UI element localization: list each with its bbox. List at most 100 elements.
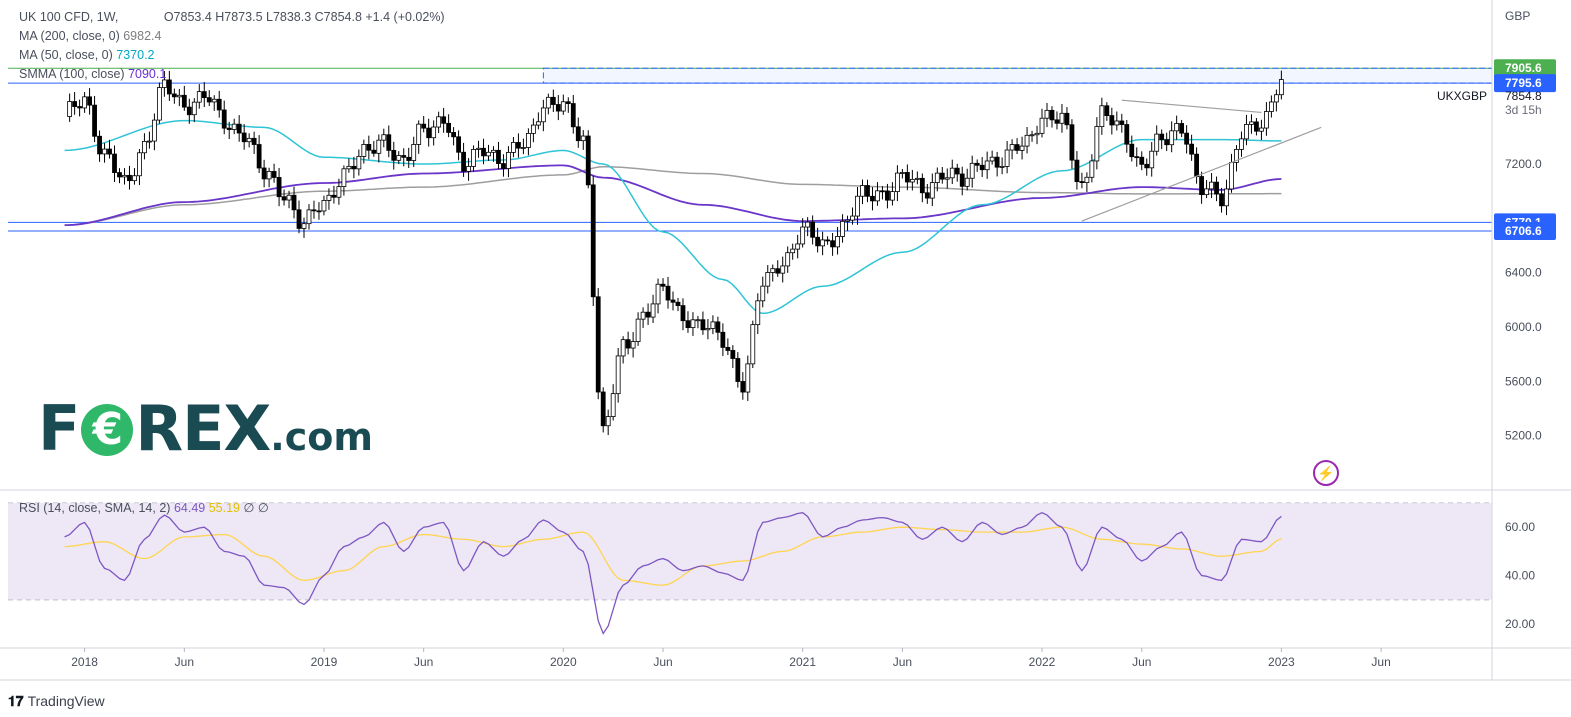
candle-body: [396, 155, 402, 161]
candle-body: [97, 135, 102, 155]
x-tick-label: Jun: [175, 655, 194, 669]
candle-body: [1124, 124, 1130, 145]
candle-body: [680, 305, 686, 322]
candle-body: [441, 116, 447, 124]
tradingview-footer[interactable]: 𝟏𝟕 TradingView: [8, 693, 105, 710]
candle-body: [166, 79, 172, 95]
candle-body: [1169, 130, 1175, 146]
candle-body: [540, 107, 546, 123]
candle-body: [969, 162, 975, 179]
candle-body: [1089, 160, 1095, 178]
price-tag: [1494, 222, 1556, 241]
logo-text-post: REX: [135, 392, 271, 465]
candle-body: [336, 186, 342, 198]
x-tick-label: 2019: [311, 655, 338, 669]
rsi-label: RSI (14, close, SMA, 14, 2): [19, 501, 171, 515]
candle-body: [301, 223, 307, 229]
candle-body: [1119, 120, 1125, 125]
axes: 5200.0 5600.0 6000.0 6400.0 7200.0 2018 Jun 201…: [0, 0, 1571, 681]
candle-body: [82, 96, 87, 109]
rsi-band: [8, 503, 1492, 600]
candle-body: [256, 144, 262, 169]
candle-body: [700, 319, 706, 331]
candle-body: [326, 194, 332, 201]
smma-label: SMMA (100, close): [19, 67, 125, 81]
rsi-y-tick-label: 60.00: [1505, 520, 1535, 534]
candle-body: [840, 220, 845, 237]
candle-body: [496, 149, 501, 164]
x-tick-label: Jun: [414, 655, 433, 669]
rsi-line: [64, 511, 1282, 635]
candle-body: [481, 147, 486, 157]
candle-body: [261, 167, 267, 180]
candle-body: [630, 341, 636, 349]
candle-body: [989, 156, 995, 162]
candle-body: [356, 155, 362, 170]
candle-body: [161, 79, 167, 88]
candle-body: [770, 268, 776, 273]
candle-body: [181, 94, 187, 108]
rsi-lines: [64, 511, 1282, 635]
candle-body: [830, 240, 835, 248]
rsi-extra: ∅ ∅: [243, 501, 269, 515]
candle-body: [530, 124, 536, 134]
candle-body: [895, 172, 900, 193]
candle-body: [795, 243, 801, 250]
candle-body: [476, 147, 481, 150]
currency-label: GBP: [1505, 9, 1531, 23]
candle-body: [1049, 109, 1055, 121]
candle-body: [506, 152, 511, 169]
candle-body: [351, 165, 357, 170]
price-tag: [1494, 59, 1556, 78]
candle-body: [645, 311, 651, 318]
candle-body: [919, 177, 925, 194]
candle-body: [171, 93, 177, 98]
candle-body: [964, 177, 970, 187]
candle-body: [1054, 119, 1060, 124]
y-tick-label: 5600.0: [1505, 374, 1542, 388]
candle-body: [241, 132, 247, 143]
candle-body: [939, 172, 945, 180]
candle-body: [486, 151, 491, 157]
candle-body: [102, 148, 107, 155]
candle-body: [620, 339, 626, 357]
ma200-line: [64, 165, 1282, 226]
candle-body: [914, 177, 920, 180]
candle-body: [765, 272, 771, 287]
candle-body: [1099, 105, 1105, 128]
smma-value: 7090.1: [128, 67, 167, 81]
trendline: [1081, 126, 1322, 222]
trendlines: [1081, 99, 1322, 222]
candle-body: [780, 265, 786, 274]
candle-body: [855, 195, 860, 217]
candle-body: [685, 320, 691, 329]
x-tick-label: 2023: [1268, 655, 1295, 669]
ma200-label: MA (200, close, 0): [19, 29, 120, 43]
candle-body: [575, 126, 581, 142]
candle-body: [147, 140, 152, 143]
x-tick-label: Jun: [893, 655, 912, 669]
logo-suffix: .com: [270, 415, 373, 459]
candle-body: [416, 123, 422, 145]
candle-body: [755, 300, 761, 326]
candle-body: [710, 321, 716, 329]
price-tag-label: 7795.6: [1505, 76, 1542, 90]
candle-body: [1109, 115, 1115, 126]
candle-body: [590, 184, 596, 298]
candle-body: [107, 148, 112, 155]
lightning-icon[interactable]: ⚡: [1313, 460, 1339, 486]
candle-body: [725, 346, 731, 351]
candle-body: [899, 172, 905, 174]
candle-body: [730, 350, 736, 359]
candle-body: [401, 155, 407, 158]
x-tick-label: 2018: [71, 655, 98, 669]
rsi-sma-line: [64, 526, 1282, 586]
candle-body: [825, 239, 830, 242]
candle-body: [580, 135, 586, 142]
candle-body: [451, 132, 456, 138]
candle-body: [1244, 123, 1249, 140]
candle-body: [516, 142, 521, 149]
candle-body: [535, 121, 541, 126]
candle-body: [909, 178, 915, 183]
